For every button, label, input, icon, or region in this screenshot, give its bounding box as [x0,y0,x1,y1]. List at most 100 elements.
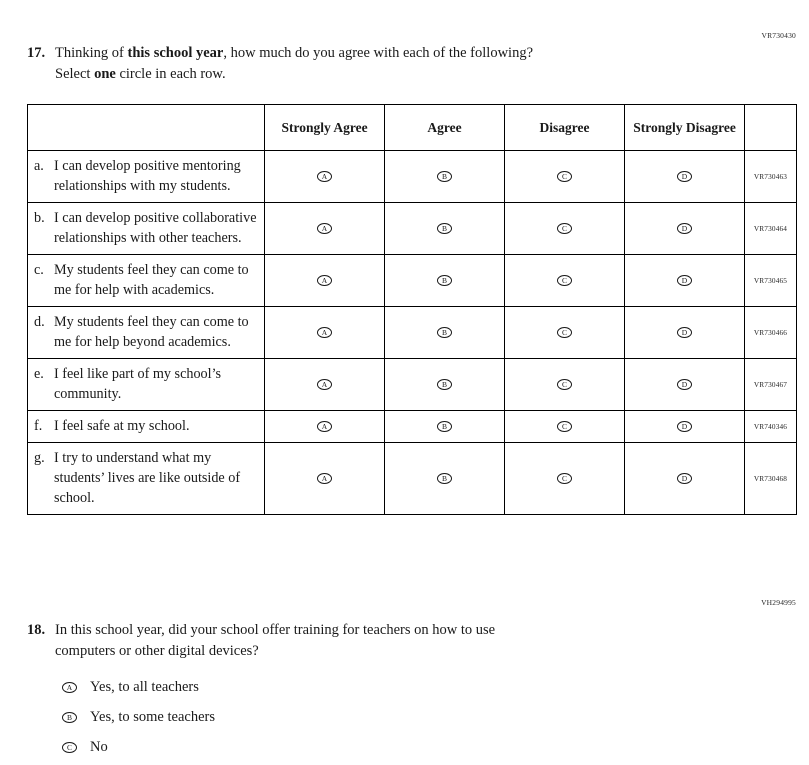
row-stem-f: f. I feel safe at my school. [27,410,265,443]
row-letter-e: e. [34,366,44,382]
bubble-a-icon[interactable]: A [62,681,77,693]
table-row: d. My students feel they can come to me … [27,306,797,359]
bubble-cell-g-agree[interactable]: B [384,442,505,515]
bubble-b-icon[interactable]: B [437,379,452,391]
bubble-cell-g-strongly-agree[interactable]: A [264,442,385,515]
bubble-cell-c-strongly-disagree[interactable]: D [624,254,745,307]
bubble-cell-e-strongly-agree[interactable]: A [264,358,385,411]
bubble-b-icon[interactable]: B [62,711,77,723]
row-varid-a: VR730463 [744,150,797,203]
bubble-cell-d-agree[interactable]: B [384,306,505,359]
option-label-yes-some-teachers: Yes, to some teachers [90,708,215,725]
bubble-a-icon[interactable]: A [317,171,332,183]
bubble-a-icon[interactable]: A [317,223,332,235]
bubble-cell-b-strongly-disagree[interactable]: D [624,202,745,255]
question-18-stem-line1: In this school year, did your school off… [55,622,496,638]
bubble-cell-d-strongly-agree[interactable]: A [264,306,385,359]
bubble-b-icon[interactable]: B [437,275,452,287]
bubble-cell-a-strongly-agree[interactable]: A [264,150,385,203]
bubble-a-icon[interactable]: A [317,379,332,391]
bubble-a-icon[interactable]: A [317,421,332,433]
bubble-cell-b-agree[interactable]: B [384,202,505,255]
bubble-a-icon[interactable]: A [317,275,332,287]
option-yes-some-teachers[interactable]: B Yes, to some teachers [62,702,562,732]
row-letter-f: f. [34,418,43,434]
option-yes-all-teachers[interactable]: A Yes, to all teachers [62,672,562,702]
bubble-b-icon[interactable]: B [437,223,452,235]
row-text-e: I feel like part of my school’s communit… [54,366,222,402]
likert-matrix-wrapper: Strongly Agree Agree Disagree Strongly D… [27,104,797,515]
row-stem-c: c. My students feel they can come to me … [27,254,265,307]
bubble-a-icon[interactable]: A [317,473,332,485]
row-stem-b: b. I can develop positive collaborative … [27,202,265,255]
row-varid-c: VR730465 [744,254,797,307]
bubble-cell-f-strongly-agree[interactable]: A [264,410,385,443]
bubble-cell-d-disagree[interactable]: C [504,306,625,359]
bubble-c-icon[interactable]: C [557,473,572,485]
bubble-d-icon[interactable]: D [677,473,692,485]
bubble-d-icon[interactable]: D [677,327,692,339]
matrix-body: a. I can develop positive mentoring rela… [27,150,797,515]
bubble-cell-a-strongly-disagree[interactable]: D [624,150,745,203]
bubble-cell-f-strongly-disagree[interactable]: D [624,410,745,443]
table-row: a. I can develop positive mentoring rela… [27,150,797,203]
row-varid-f: VR740346 [744,410,797,443]
bubble-c-icon[interactable]: C [557,379,572,391]
question-17-stem-text: Thinking of this school year, how much d… [55,43,727,64]
row-letter-g: g. [34,450,45,466]
bubble-c-icon[interactable]: C [557,171,572,183]
bubble-cell-b-disagree[interactable]: C [504,202,625,255]
bubble-cell-c-agree[interactable]: B [384,254,505,307]
row-text-a: I can develop positive mentoring relatio… [54,158,241,194]
likert-matrix-table: Strongly Agree Agree Disagree Strongly D… [27,104,797,515]
table-row: c. My students feel they can come to me … [27,254,797,307]
matrix-header: Strongly Agree Agree Disagree Strongly D… [27,104,797,151]
table-row: f. I feel safe at my school. A B C D [27,410,797,443]
bubble-d-icon[interactable]: D [677,171,692,183]
bubble-b-icon[interactable]: B [437,473,452,485]
row-text-b: I can develop positive collaborative rel… [54,210,257,246]
bubble-c-icon[interactable]: C [557,275,572,287]
bubble-b-icon[interactable]: B [437,421,452,433]
bubble-cell-f-disagree[interactable]: C [504,410,625,443]
bubble-cell-a-agree[interactable]: B [384,150,505,203]
bubble-cell-c-strongly-agree[interactable]: A [264,254,385,307]
question-18-stem-line2: computers or other digital devices? [55,643,259,659]
bubble-a-icon[interactable]: A [317,327,332,339]
stem-bold-emphasis: this school year [127,45,224,61]
bubble-cell-a-disagree[interactable]: C [504,150,625,203]
row-letter-b: b. [34,210,45,226]
row-varid-b: VR730464 [744,202,797,255]
matrix-header-strongly-disagree: Strongly Disagree [624,104,745,151]
question-17-stem: 17. Thinking of this school year, how mu… [27,43,727,85]
bubble-cell-e-agree[interactable]: B [384,358,505,411]
question-18-options: A Yes, to all teachers B Yes, to some te… [62,672,562,762]
bubble-d-icon[interactable]: D [677,421,692,433]
bubble-cell-c-disagree[interactable]: C [504,254,625,307]
bubble-c-icon[interactable]: C [557,223,572,235]
question-17-number: 17. [27,45,46,61]
table-row: g. I try to understand what my students’… [27,442,797,515]
question-18-number: 18. [27,622,46,638]
instruction-bold-emphasis: one [94,66,116,82]
table-row: b. I can develop positive collaborative … [27,202,797,255]
row-stem-e: e. I feel like part of my school’s commu… [27,358,265,411]
bubble-d-icon[interactable]: D [677,275,692,287]
bubble-d-icon[interactable]: D [677,379,692,391]
bubble-cell-f-agree[interactable]: B [384,410,505,443]
bubble-cell-e-disagree[interactable]: C [504,358,625,411]
bubble-cell-e-strongly-disagree[interactable]: D [624,358,745,411]
question-18-stem: 18. In this school year, did your school… [27,620,747,662]
bubble-cell-b-strongly-agree[interactable]: A [264,202,385,255]
bubble-c-icon[interactable]: C [557,421,572,433]
bubble-cell-g-disagree[interactable]: C [504,442,625,515]
bubble-c-icon[interactable]: C [557,327,572,339]
bubble-b-icon[interactable]: B [437,327,452,339]
bubble-b-icon[interactable]: B [437,171,452,183]
bubble-d-icon[interactable]: D [677,223,692,235]
option-no[interactable]: C No [62,732,562,762]
row-text-f: I feel safe at my school. [54,418,190,434]
bubble-cell-d-strongly-disagree[interactable]: D [624,306,745,359]
bubble-c-icon[interactable]: C [62,741,77,753]
bubble-cell-g-strongly-disagree[interactable]: D [624,442,745,515]
